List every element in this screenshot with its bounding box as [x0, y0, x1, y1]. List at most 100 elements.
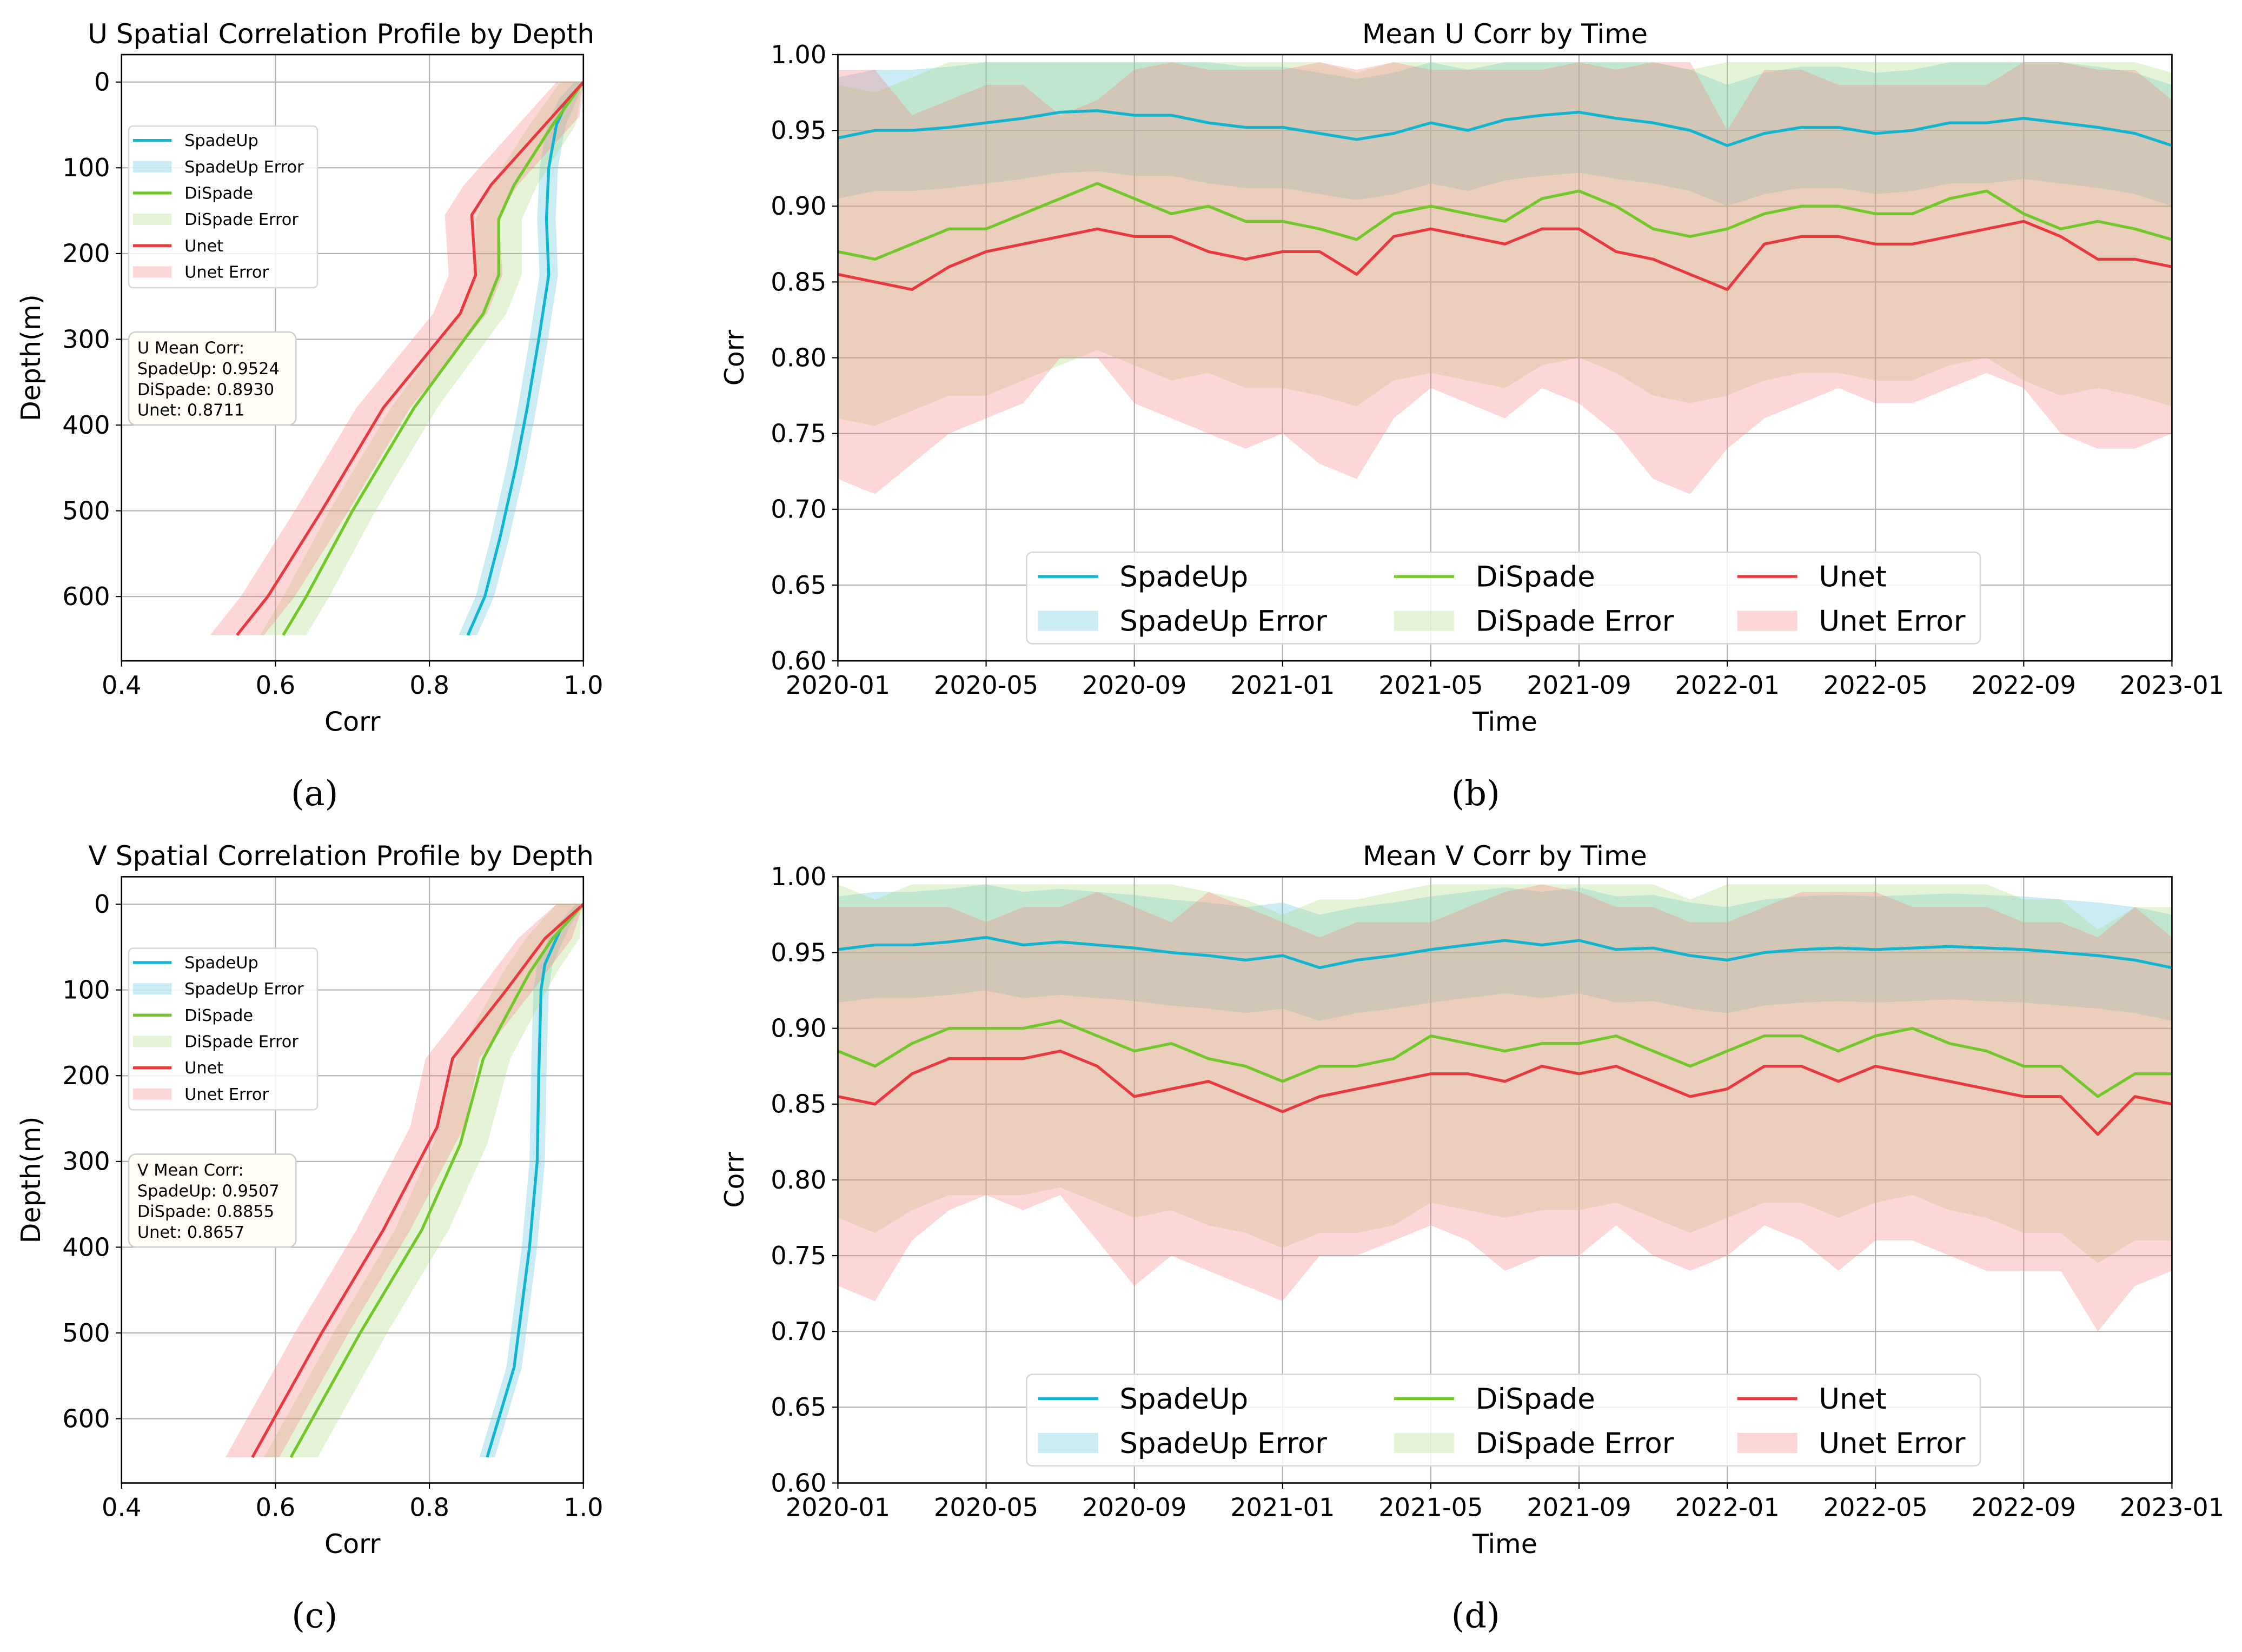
legend-entry: DiSpade [184, 1006, 253, 1025]
y-tick-label: 0.80 [771, 1165, 826, 1195]
y-tick-label: 300 [62, 1147, 110, 1176]
legend-swatch-fill [1394, 611, 1455, 631]
y-tick-label: 0.65 [771, 570, 826, 600]
legend-swatch-fill [1394, 1432, 1455, 1453]
y-tick-label: 0.95 [771, 116, 826, 145]
legend-entry: DiSpade [1476, 1383, 1595, 1416]
spadeup-line [466, 81, 583, 636]
axes-frame [121, 54, 585, 662]
x-tick-label: 0.4 [102, 671, 142, 700]
y-tick-label: 0 [94, 890, 110, 919]
spadeup-line [486, 903, 583, 1458]
dispade-line [838, 1019, 2172, 1098]
x-tick-label: 2022-05 [1823, 671, 1928, 700]
legend-entry: SpadeUp [184, 954, 258, 973]
chart-title: V Spatial Correlation Profile by Depth [88, 840, 594, 872]
legend-entry: DiSpade Error [184, 210, 299, 229]
legend-swatch-fill [132, 266, 172, 278]
unet-line [838, 1050, 2172, 1136]
legend-entry: Unet [1819, 1383, 1886, 1416]
dispade-error-band [838, 884, 2172, 1264]
legend-swatch-fill [132, 1036, 172, 1047]
x-tick-label: 2023-01 [2120, 671, 2224, 700]
legend: SpadeUp SpadeUp Error DiSpade DiSpade Error… [1026, 1374, 1981, 1467]
legend-entry: SpadeUp [1119, 561, 1248, 594]
y-tick-label: 500 [62, 1318, 110, 1348]
dispade-line [838, 182, 2172, 261]
legend-entry: Unet [1819, 561, 1886, 594]
annotation-line: SpadeUp: 0.9507 [137, 1182, 280, 1200]
unet-line [838, 220, 2172, 291]
legend-swatch-fill [132, 214, 172, 225]
x-axis-label: Time [1472, 707, 1537, 738]
legend-swatch-fill [1737, 1432, 1797, 1453]
legend-entry: DiSpade Error [184, 1033, 299, 1052]
y-tick-label: 0.85 [771, 267, 826, 296]
plot-area [225, 903, 583, 1458]
legend: SpadeUp SpadeUp Error DiSpade DiSpade Error… [1026, 551, 1981, 645]
legend-swatch-fill [1737, 611, 1797, 631]
legend-entry: Unet [184, 237, 223, 256]
annotation-line: U Mean Corr: [137, 339, 244, 358]
x-tick-label: 1.0 [563, 1492, 603, 1522]
unet-line [251, 903, 583, 1458]
legend-entry: SpadeUp Error [184, 980, 304, 999]
annotation-line: Unet: 0.8711 [137, 401, 244, 420]
legend-entry: SpadeUp Error [1119, 605, 1327, 638]
legend-entry: DiSpade [184, 184, 253, 203]
y-tick-label: 100 [62, 976, 110, 1005]
x-tick-label: 2021-05 [1378, 1492, 1483, 1522]
x-tick-label: 2020-09 [1082, 1492, 1186, 1522]
y-tick-label: 600 [62, 582, 110, 611]
chart-title: Mean V Corr by Time [1363, 840, 1647, 872]
x-tick-label: 0.8 [409, 1492, 449, 1522]
legend-entry: Unet Error [184, 1085, 269, 1104]
plot-area [838, 62, 2172, 494]
y-tick-label: 0 [94, 68, 110, 97]
x-tick-label: 2022-01 [1675, 1492, 1779, 1522]
plot-area [210, 81, 583, 636]
x-tick-label: 2021-05 [1378, 671, 1483, 700]
annotation-line: DiSpade: 0.8855 [137, 1203, 274, 1222]
y-axis-label: Depth(m) [16, 294, 47, 421]
x-tick-label: 0.8 [409, 671, 449, 700]
annotation-box [128, 331, 297, 426]
y-tick-label: 0.90 [771, 191, 826, 221]
y-tick-label: 1.00 [771, 40, 826, 69]
chart-v-depth-profile: 0.4 0.6 0.8 1.0 0 100 200 300 400 500 600 V Spatial… [16, 840, 603, 1560]
dispade-line [282, 81, 583, 636]
y-tick-label: 0.75 [771, 419, 826, 448]
axes-frame [837, 54, 2173, 662]
panel-label-d: (d) [1451, 1596, 1500, 1636]
y-axis-label: Corr [719, 329, 750, 386]
legend: SpadeUp SpadeUp Error DiSpade DiSpade Error… [128, 947, 319, 1111]
chart-title: U Spatial Correlation Profile by Depth [88, 18, 594, 50]
chart-title: Mean U Corr by Time [1362, 18, 1648, 50]
y-tick-label: 0.65 [771, 1392, 826, 1422]
spadeup-line [838, 109, 2172, 147]
dispade-error-band [264, 904, 583, 1457]
panel-label-c: (c) [291, 1596, 337, 1636]
legend-entry: SpadeUp [184, 131, 258, 150]
legend-swatch-fill [1038, 1432, 1098, 1453]
spadeup-error-band [459, 82, 583, 635]
y-tick-label: 400 [62, 1232, 110, 1262]
x-tick-label: 0.6 [256, 1492, 296, 1522]
unet-error-band [838, 884, 2172, 1332]
legend-entry: Unet Error [1819, 605, 1965, 638]
chart-v-corr-time: 2020-01 2020-05 2020-09 2021-01 2021-05 2021-… [719, 840, 2224, 1560]
x-tick-label: 2022-01 [1675, 671, 1779, 700]
annotation-line: Unet: 0.8657 [137, 1223, 244, 1242]
y-tick-label: 0.90 [771, 1014, 826, 1043]
x-tick-label: 2022-09 [1972, 1492, 2076, 1522]
chart-u-corr-time: 2020-01 2020-05 2020-09 2021-01 2021-05 2021-… [719, 18, 2224, 738]
x-tick-label: 0.6 [256, 671, 296, 700]
legend-swatch-fill [132, 983, 172, 995]
unet-line [236, 81, 583, 636]
axes-frame [837, 876, 2173, 1484]
legend-entry: DiSpade Error [1476, 1427, 1674, 1460]
x-axis-label: Time [1472, 1529, 1537, 1560]
x-tick-label: 0.4 [102, 1492, 142, 1522]
chart-u-depth-profile: 0.4 0.6 0.8 1.0 0 100 200 300 400 500 600 U Spatial… [16, 18, 603, 738]
